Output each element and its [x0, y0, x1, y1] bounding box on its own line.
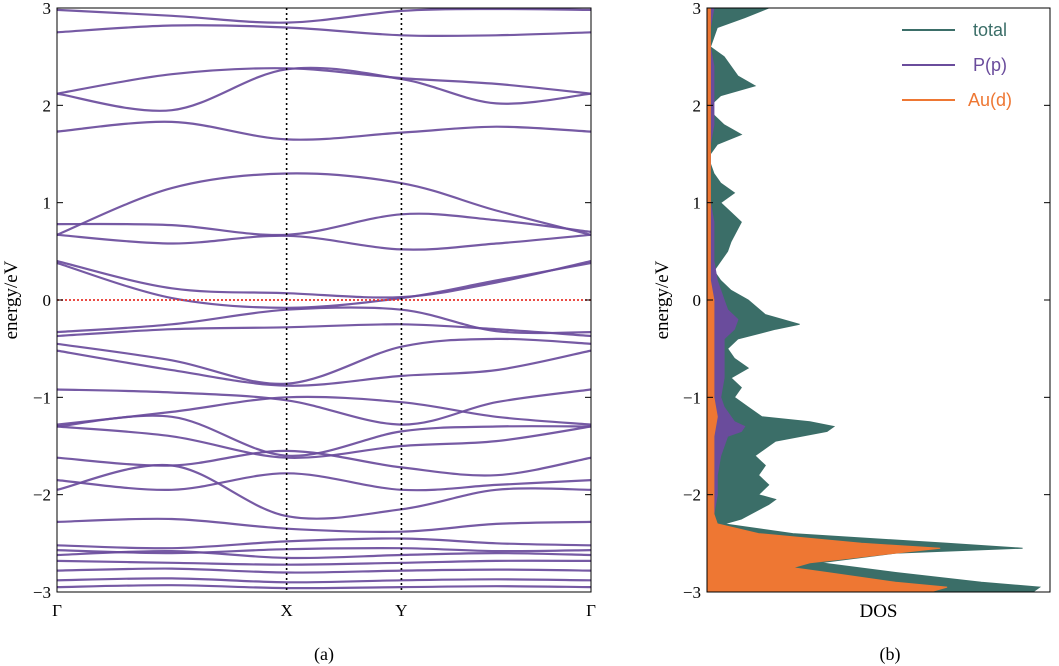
k-point-label: Γ: [586, 601, 596, 620]
y-tick-label: −3: [683, 583, 701, 602]
dos-y-ticks: 3 2 1 0 −1 −2 −3: [683, 0, 1050, 602]
y-tick-label: 1: [43, 194, 52, 213]
legend-label: P(p): [973, 55, 1007, 75]
y-tick-label: −1: [683, 388, 701, 407]
y-tick-label: 3: [693, 0, 702, 18]
k-point-label: Y: [395, 601, 407, 620]
panel-b-label: (b): [880, 644, 901, 665]
y-tick-label: −2: [33, 486, 51, 505]
band-line: [57, 337, 591, 385]
dos-legend: total P(p) Au(d): [902, 20, 1012, 110]
legend-label: Au(d): [968, 90, 1012, 110]
y-tick-label: −2: [683, 486, 701, 505]
y-tick-label: 0: [43, 291, 52, 310]
band-line: [57, 349, 591, 387]
dos-areas: [707, 8, 1042, 592]
y-tick-label: −1: [33, 388, 51, 407]
band-line: [57, 306, 591, 335]
band-line: [57, 120, 591, 141]
y-tick-label: 0: [693, 291, 702, 310]
au-d-orbital-dos-area: [707, 8, 948, 592]
band-line: [57, 260, 591, 299]
band-line: [57, 463, 591, 520]
band-line: [57, 261, 591, 309]
band-y-axis-label: energy/eV: [1, 260, 22, 339]
y-tick-label: 2: [43, 96, 52, 115]
band-y-ticks: 3 2 1 0 −1 −2 −3: [33, 0, 591, 602]
k-point-label: Γ: [52, 601, 62, 620]
band-line: [57, 414, 591, 457]
band-line: [57, 549, 591, 560]
band-line: [57, 66, 591, 112]
band-line: [57, 172, 591, 236]
band-line: [57, 388, 591, 426]
band-line: [57, 517, 591, 534]
band-line: [57, 24, 591, 38]
legend-label: total: [973, 20, 1007, 40]
k-point-label: X: [280, 601, 292, 620]
band-line: [57, 537, 591, 550]
band-line: [57, 212, 591, 237]
y-tick-label: 3: [43, 0, 52, 18]
band-line: [57, 8, 591, 24]
band-line: [57, 67, 591, 95]
band-line: [57, 323, 591, 338]
dos-x-axis-label: DOS: [859, 601, 897, 622]
y-tick-label: −3: [33, 583, 51, 602]
band-line: [57, 472, 591, 492]
band-structure-panel: 3 2 1 0 −1 −2 −3 Γ X Y Γ energy/eV (a): [1, 0, 596, 665]
band-line: [57, 567, 591, 574]
band-line: [57, 559, 591, 566]
band-line: [57, 395, 591, 426]
band-line: [57, 577, 591, 584]
panel-a-label: (a): [314, 644, 334, 665]
band-line: [57, 449, 591, 477]
dos-y-axis-label: energy/eV: [652, 260, 673, 339]
band-line: [57, 233, 591, 251]
y-tick-label: 1: [693, 194, 702, 213]
k-point-dividers: [285, 8, 403, 592]
band-line: [57, 547, 591, 555]
band-line: [57, 584, 591, 590]
y-tick-label: 2: [693, 96, 702, 115]
band-lines: [57, 8, 591, 590]
